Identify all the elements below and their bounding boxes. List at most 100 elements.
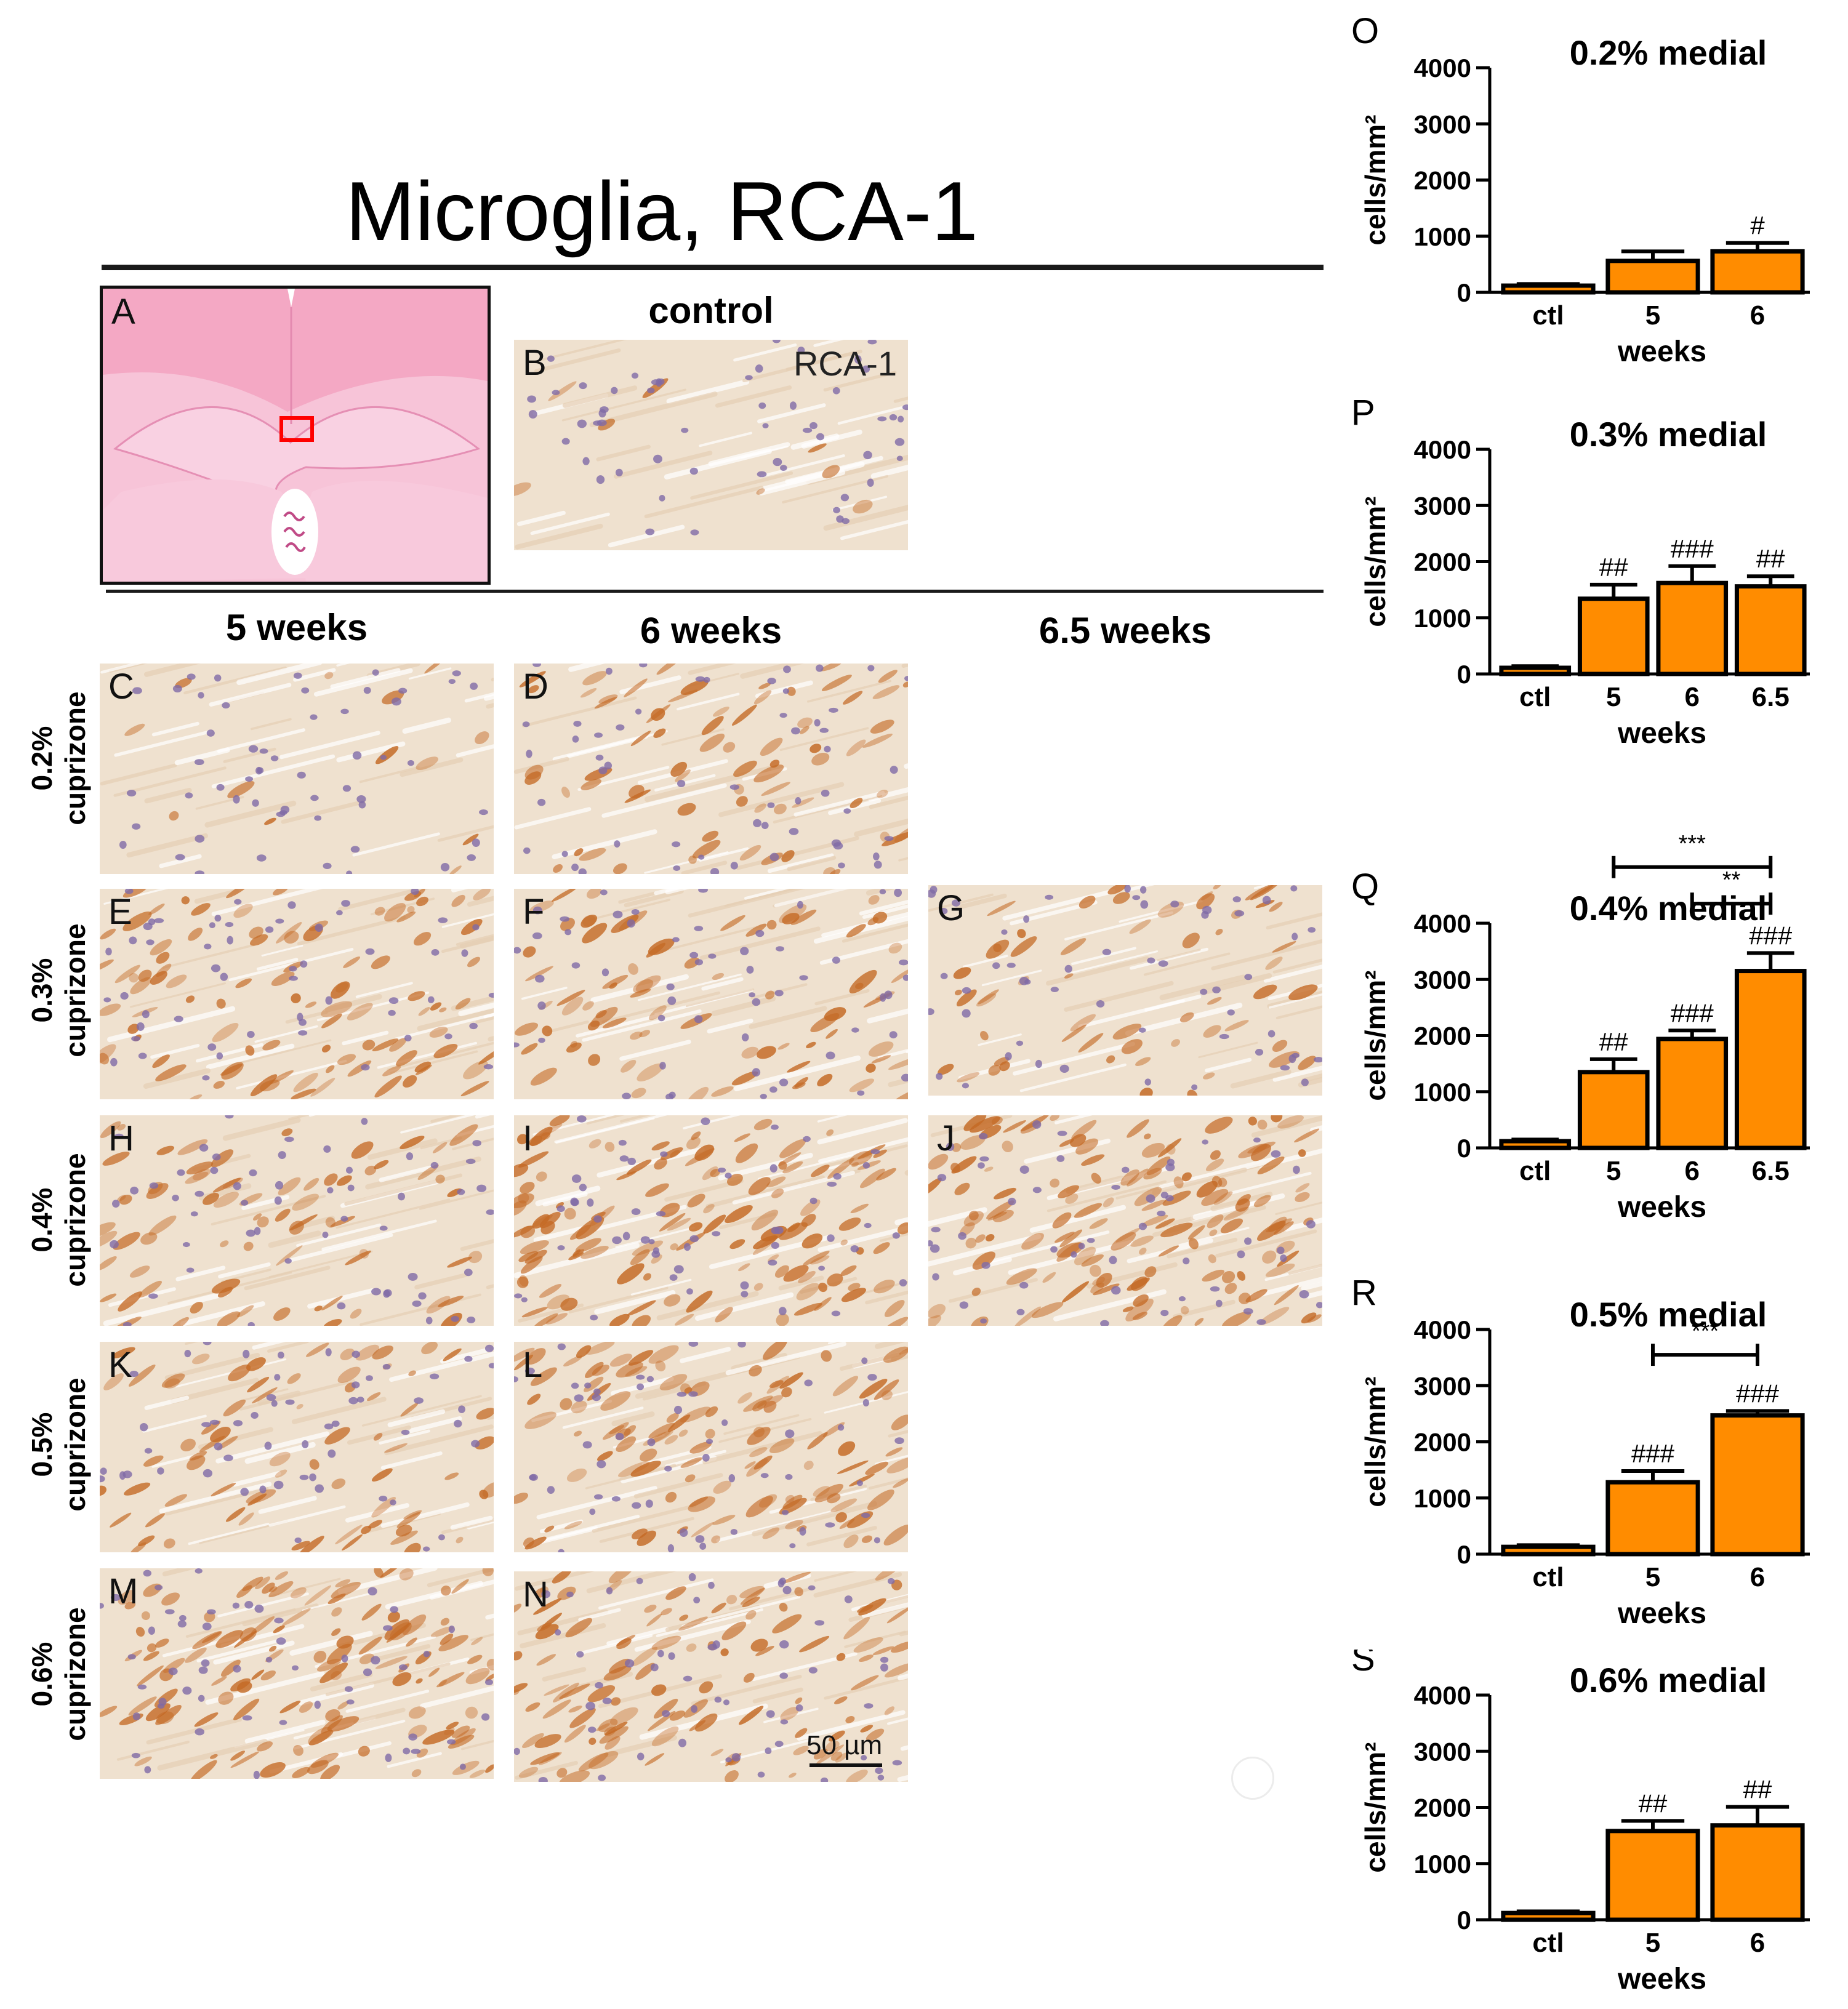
row-label-concentration: 0.3% — [26, 958, 58, 1023]
row-label-concentration: 0.6% — [26, 1642, 58, 1707]
panel-letter: G — [937, 888, 965, 928]
panel-letter: K — [108, 1345, 132, 1385]
bar — [1734, 969, 1807, 1150]
panel-i-micrograph: I — [514, 1115, 908, 1326]
row-label-0-5-cuprizone: 0.5% cuprizone — [25, 1377, 92, 1511]
title-divider — [102, 265, 1324, 270]
chart-panel-letter: O — [1351, 11, 1379, 51]
panel-n-micrograph: N 50 µm — [514, 1571, 908, 1782]
x-tick-label: 5 — [1645, 300, 1660, 331]
chart-panel-letter: R — [1351, 1273, 1377, 1313]
bar — [1501, 283, 1596, 295]
chart-title: 0.2% medial — [1570, 33, 1767, 72]
row-label-drug: cuprizone — [59, 1377, 91, 1512]
x-tick-label: ctl — [1532, 1928, 1564, 1958]
y-tick-label: 1000 — [1414, 222, 1471, 251]
significance-label: ### — [1736, 1379, 1780, 1408]
x-tick-label: 6 — [1685, 682, 1700, 712]
panel-letter: L — [523, 1345, 543, 1385]
row-label-concentration: 0.2% — [26, 726, 58, 791]
x-tick-label: ctl — [1532, 300, 1564, 331]
micrograph-texture — [514, 664, 908, 874]
column-header-6-5-weeks: 6.5 weeks — [1038, 610, 1212, 651]
x-tick-label: ctl — [1532, 1562, 1564, 1592]
significance-label: ### — [1671, 534, 1714, 563]
scale-bar — [810, 1763, 882, 1767]
bar — [1501, 1911, 1596, 1922]
panel-e-micrograph: E — [100, 889, 494, 1099]
bar — [1577, 1070, 1650, 1150]
row-label-0-4-cuprizone: 0.4% cuprizone — [25, 1153, 92, 1286]
panel-l-micrograph: L — [514, 1342, 908, 1552]
row-label-0-2-cuprizone: 0.2% cuprizone — [25, 691, 92, 825]
micrograph-texture — [100, 889, 494, 1099]
panel-c-micrograph: C — [100, 664, 494, 874]
panel-j-micrograph: J — [928, 1115, 1322, 1326]
y-tick-label: 1000 — [1414, 1850, 1471, 1879]
y-tick-label: 2000 — [1414, 166, 1471, 195]
chart-panel-letter: S — [1351, 1650, 1375, 1678]
significance-label: ## — [1756, 544, 1785, 573]
y-tick-label: 3000 — [1414, 1371, 1471, 1400]
panel-letter: C — [108, 667, 134, 707]
y-tick-label: 2000 — [1414, 1794, 1471, 1823]
row-label-drug: cuprizone — [59, 691, 91, 825]
figure-title: Microglia, RCA-1 — [345, 164, 978, 258]
y-tick-label: 1000 — [1414, 604, 1471, 633]
micrograph-texture — [514, 889, 908, 1099]
chart-s-0-6-medial: S 0.6% medial 0 1000 2000 3000 4000 cells/mm² ct… — [1351, 1650, 1810, 1995]
panel-h-micrograph: H — [100, 1115, 494, 1326]
significance-label: ## — [1639, 1789, 1668, 1818]
panel-letter: E — [108, 892, 132, 932]
x-tick-label: 5 — [1645, 1928, 1660, 1958]
scale-bar-label: 50 µm — [806, 1730, 883, 1760]
panel-g-micrograph: G — [928, 885, 1322, 1096]
significance-label: ## — [1599, 1027, 1628, 1056]
x-tick-label: 6 — [1685, 1156, 1700, 1186]
y-tick-label: 0 — [1457, 660, 1471, 689]
chart-r-0-5-medial: R 0.5% medial 0 1000 2000 3000 4000 cells/mm² ct… — [1351, 1273, 1810, 1630]
y-tick-label: 0 — [1457, 1134, 1471, 1163]
chart-title: 0.4% medial — [1570, 889, 1767, 928]
row-label-0-3-cuprizone: 0.3% cuprizone — [25, 923, 92, 1057]
row-label-drug: cuprizone — [59, 1607, 91, 1741]
micrograph-texture — [514, 340, 908, 550]
chart-title: 0.6% medial — [1570, 1661, 1767, 1699]
bar — [1501, 1544, 1596, 1557]
row-label-drug: cuprizone — [59, 923, 91, 1057]
brain-section-illustration — [103, 289, 488, 582]
significance-label: ## — [1743, 1775, 1772, 1804]
row-label-concentration: 0.5% — [26, 1412, 58, 1477]
row-label-concentration: 0.4% — [26, 1187, 58, 1253]
chart-panel-letter: Q — [1351, 867, 1379, 907]
micrograph-texture — [514, 1342, 908, 1552]
panel-k-micrograph: K — [100, 1342, 494, 1552]
bar — [1499, 665, 1572, 676]
micrograph-texture — [928, 1115, 1322, 1326]
bar — [1605, 259, 1700, 295]
control-header: control — [648, 290, 774, 331]
x-axis-label: weeks — [1617, 1597, 1706, 1630]
y-tick-label: 4000 — [1414, 54, 1471, 82]
bar — [1605, 1829, 1700, 1922]
bar — [1656, 580, 1729, 676]
panel-m-micrograph: M — [100, 1568, 494, 1779]
micrograph-texture — [514, 1571, 908, 1782]
x-tick-label: 6.5 — [1752, 682, 1790, 712]
y-tick-label: 2000 — [1414, 1428, 1471, 1457]
bar — [1710, 1823, 1805, 1922]
bar — [1710, 249, 1805, 295]
y-tick-label: 2000 — [1414, 548, 1471, 577]
micrograph-texture — [100, 1568, 494, 1779]
panel-letter: H — [108, 1118, 134, 1158]
x-tick-label: 6 — [1750, 1562, 1765, 1592]
x-tick-label: ctl — [1519, 682, 1551, 712]
y-tick-label: 3000 — [1414, 110, 1471, 138]
x-axis-label: weeks — [1617, 1191, 1706, 1224]
bar — [1605, 1480, 1700, 1557]
x-tick-label: ctl — [1519, 1156, 1551, 1186]
x-tick-label: 5 — [1606, 682, 1621, 712]
y-axis-label: cells/mm² — [1359, 496, 1391, 627]
significance-label: ### — [1671, 998, 1714, 1027]
bar — [1656, 1037, 1729, 1150]
